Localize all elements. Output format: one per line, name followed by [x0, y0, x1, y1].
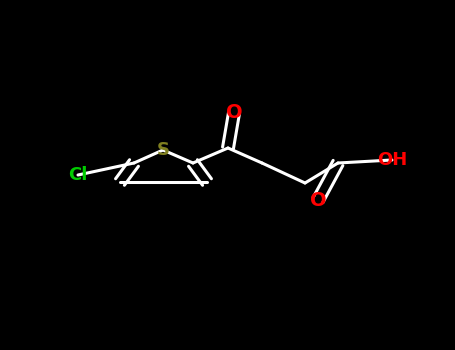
- Text: O: O: [310, 190, 326, 210]
- Text: O: O: [226, 104, 243, 122]
- Text: Cl: Cl: [68, 166, 88, 184]
- Text: OH: OH: [377, 151, 407, 169]
- Text: S: S: [157, 141, 170, 159]
